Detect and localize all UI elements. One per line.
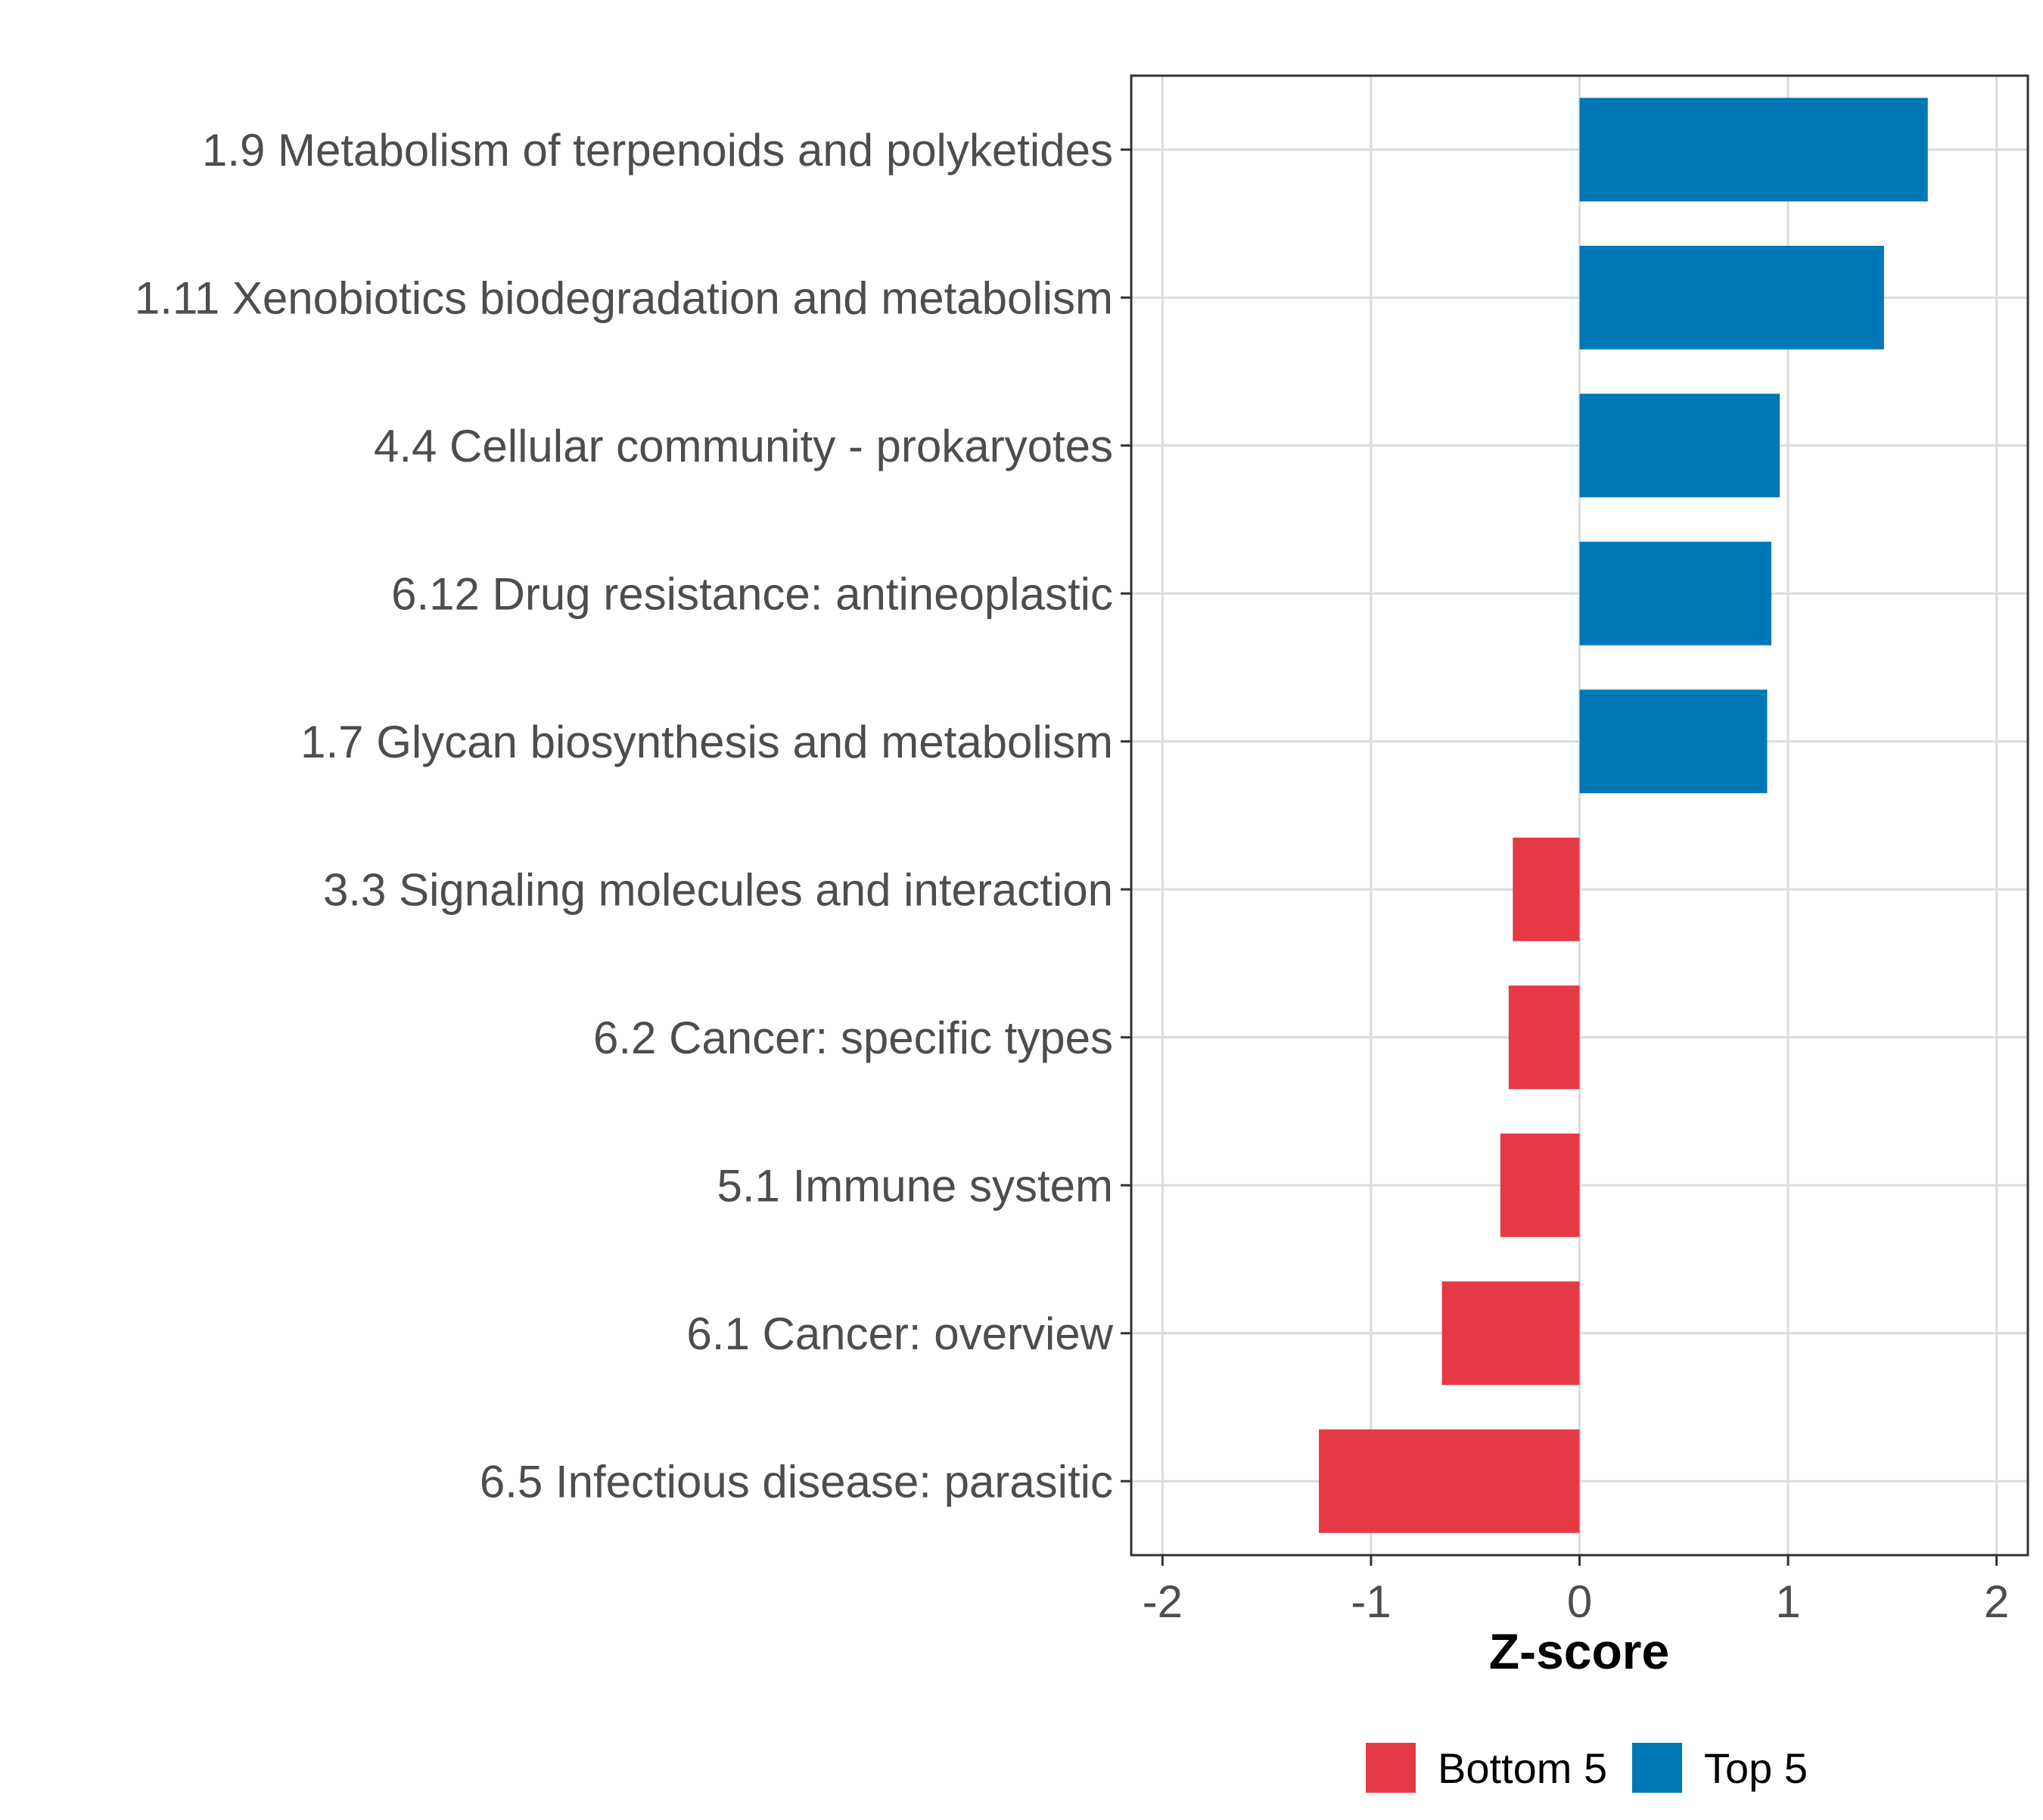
legend: Bottom 5 Top 5	[1366, 1743, 1808, 1793]
category-label-2: 4.4 Cellular community - prokaryotes	[374, 421, 1113, 471]
bar-2	[1579, 394, 1780, 498]
bar-8	[1441, 1281, 1580, 1386]
bar-1	[1579, 245, 1884, 350]
bar-9	[1319, 1429, 1580, 1533]
x-tick-label-3: 1	[1775, 1576, 1800, 1627]
bar-0	[1579, 98, 1928, 202]
x-axis-title: Z-score	[1489, 1623, 1669, 1679]
ticks-layer	[1121, 148, 1998, 1566]
bars-layer	[1319, 98, 1928, 1533]
category-label-3: 6.12 Drug resistance: antineoplastic	[391, 568, 1113, 619]
bar-3	[1579, 541, 1772, 646]
bar-5	[1513, 837, 1580, 941]
category-label-9: 6.5 Infectious disease: parasitic	[480, 1456, 1113, 1507]
labels-layer: 1.9 Metabolism of terpenoids and polyket…	[135, 125, 2009, 1627]
legend-label-0: Bottom 5	[1438, 1744, 1607, 1792]
category-label-7: 5.1 Immune system	[717, 1160, 1113, 1211]
legend-swatch-1	[1632, 1743, 1682, 1793]
x-tick-label-1: -1	[1351, 1576, 1391, 1627]
bar-6	[1508, 985, 1580, 1090]
x-tick-label-0: -2	[1143, 1576, 1183, 1627]
bar-4	[1579, 689, 1768, 794]
x-tick-label-2: 0	[1567, 1576, 1592, 1627]
category-label-5: 3.3 Signaling molecules and interaction	[323, 864, 1113, 915]
bar-7	[1500, 1133, 1580, 1237]
category-label-6: 6.2 Cancer: specific types	[593, 1013, 1113, 1063]
category-label-1: 1.11 Xenobiotics biodegradation and meta…	[135, 272, 1113, 323]
category-label-8: 6.1 Cancer: overview	[686, 1308, 1113, 1359]
legend-label-1: Top 5	[1704, 1744, 1808, 1792]
legend-swatch-0	[1366, 1743, 1416, 1793]
x-tick-label-4: 2	[1984, 1576, 2009, 1627]
category-label-4: 1.7 Glycan biosynthesis and metabolism	[300, 717, 1113, 767]
category-label-0: 1.9 Metabolism of terpenoids and polyket…	[202, 125, 1113, 176]
